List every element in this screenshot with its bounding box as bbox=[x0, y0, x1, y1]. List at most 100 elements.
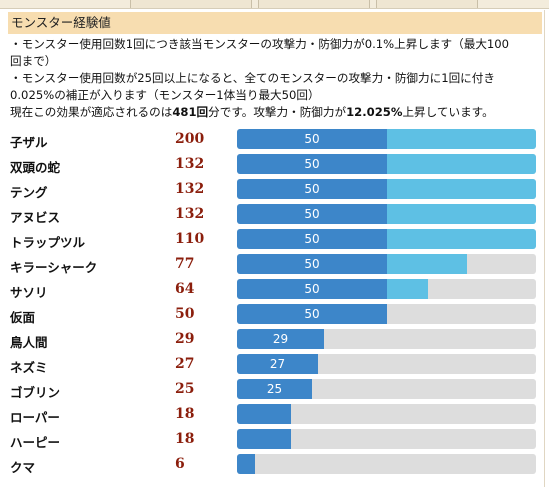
monster-name: 鳥人間 bbox=[10, 335, 48, 350]
monster-row: ローパー 18 bbox=[0, 403, 544, 428]
monster-name: 双頭の蛇 bbox=[10, 160, 61, 175]
usage-progress-bar: 50 bbox=[237, 304, 536, 324]
tab[interactable] bbox=[258, 0, 370, 8]
monster-name: クマ bbox=[10, 460, 36, 475]
monster-name: トラップツル bbox=[10, 235, 86, 250]
description-line: 0.025%の補正が入ります（モンスター1体当り最大50回） bbox=[10, 88, 320, 102]
progress-label: 50 bbox=[304, 132, 320, 146]
progress-fill-primary bbox=[237, 454, 255, 474]
monster-count: 6 bbox=[175, 456, 185, 472]
usage-progress-bar: 50 bbox=[237, 179, 536, 199]
progress-label: 50 bbox=[304, 307, 320, 321]
monster-count: 29 bbox=[175, 331, 195, 347]
usage-progress-bar bbox=[237, 454, 536, 474]
description-line: 回まで） bbox=[10, 54, 57, 68]
usage-progress-bar: 50 bbox=[237, 154, 536, 174]
usage-progress-bar: 50 bbox=[237, 279, 536, 299]
monster-count: 77 bbox=[175, 256, 195, 272]
progress-fill-primary bbox=[237, 404, 291, 424]
effect-text: 現在この効果が適応されるのは bbox=[10, 105, 173, 119]
monster-name: テング bbox=[10, 185, 48, 200]
monster-row: 子ザル 200 50 bbox=[0, 128, 544, 153]
monster-count: 110 bbox=[175, 231, 205, 247]
progress-label: 50 bbox=[304, 182, 320, 196]
top-tab-strip bbox=[0, 0, 549, 9]
monster-count: 132 bbox=[175, 181, 205, 197]
progress-fill-primary bbox=[237, 329, 324, 349]
monster-count: 25 bbox=[175, 381, 195, 397]
progress-label: 50 bbox=[304, 282, 320, 296]
monster-row: ネズミ 27 27 bbox=[0, 353, 544, 378]
progress-fill-secondary bbox=[387, 179, 536, 199]
monster-name: アヌビス bbox=[10, 210, 61, 225]
usage-progress-bar: 50 bbox=[237, 229, 536, 249]
monster-row: 仮面 50 50 bbox=[0, 303, 544, 328]
description-line: ・モンスター使用回数1回につき該当モンスターの攻撃力・防御力が0.1%上昇します… bbox=[10, 37, 510, 51]
tab[interactable] bbox=[376, 0, 478, 8]
usage-progress-bar: 50 bbox=[237, 254, 536, 274]
monster-row: クマ 6 bbox=[0, 453, 544, 478]
monster-row: トラップツル 110 50 bbox=[0, 228, 544, 253]
monster-name: ネズミ bbox=[10, 360, 48, 375]
monster-row: ゴブリン 25 25 bbox=[0, 378, 544, 403]
effect-percent: 12.025% bbox=[346, 105, 403, 119]
monster-row: テング 132 50 bbox=[0, 178, 544, 203]
progress-fill-primary bbox=[237, 279, 387, 299]
monster-count: 50 bbox=[175, 306, 195, 322]
progress-fill-primary bbox=[237, 204, 387, 224]
usage-progress-bar bbox=[237, 404, 536, 424]
monster-name: ハーピー bbox=[10, 435, 61, 450]
progress-fill-secondary bbox=[387, 204, 536, 224]
usage-progress-bar: 27 bbox=[237, 354, 536, 374]
monster-name: ゴブリン bbox=[10, 385, 61, 400]
description-line: ・モンスター使用回数が25回以上になると、全てのモンスターの攻撃力・防御力に1回… bbox=[10, 71, 495, 85]
progress-fill-primary bbox=[237, 379, 312, 399]
monster-count: 18 bbox=[175, 431, 195, 447]
progress-fill-primary bbox=[237, 179, 387, 199]
monster-row: ハーピー 18 bbox=[0, 428, 544, 453]
progress-label: 50 bbox=[304, 232, 320, 246]
progress-fill-secondary bbox=[387, 229, 536, 249]
progress-fill-primary bbox=[237, 229, 387, 249]
progress-fill-primary bbox=[237, 429, 291, 449]
progress-fill-secondary bbox=[387, 154, 536, 174]
monster-row: 鳥人間 29 29 bbox=[0, 328, 544, 353]
monster-name: キラーシャーク bbox=[10, 260, 98, 275]
usage-progress-bar: 25 bbox=[237, 379, 536, 399]
description: ・モンスター使用回数1回につき該当モンスターの攻撃力・防御力が0.1%上昇します… bbox=[10, 36, 542, 121]
progress-fill-secondary bbox=[387, 129, 536, 149]
effect-count: 481回 bbox=[172, 105, 209, 119]
monster-name: サソリ bbox=[10, 285, 48, 300]
tab[interactable] bbox=[130, 0, 252, 8]
monster-count: 27 bbox=[175, 356, 195, 372]
panel-title: モンスター経験値 bbox=[8, 12, 542, 34]
progress-fill-secondary bbox=[387, 254, 467, 274]
progress-label: 25 bbox=[266, 382, 283, 396]
progress-fill-secondary bbox=[387, 279, 428, 299]
monster-row: キラーシャーク 77 50 bbox=[0, 253, 544, 278]
usage-progress-bar bbox=[237, 429, 536, 449]
progress-fill-primary bbox=[237, 129, 387, 149]
monster-name: 子ザル bbox=[10, 135, 48, 150]
progress-fill-primary bbox=[237, 154, 387, 174]
monster-experience-panel: モンスター経験値 ・モンスター使用回数1回につき該当モンスターの攻撃力・防御力が… bbox=[0, 10, 545, 487]
monster-count: 64 bbox=[175, 281, 195, 297]
progress-fill-primary bbox=[237, 254, 387, 274]
progress-fill-primary bbox=[237, 354, 318, 374]
monster-count: 18 bbox=[175, 406, 195, 422]
progress-label: 50 bbox=[304, 157, 320, 171]
monster-count: 132 bbox=[175, 206, 205, 222]
monster-row: サソリ 64 50 bbox=[0, 278, 544, 303]
progress-label: 50 bbox=[304, 207, 320, 221]
usage-progress-bar: 50 bbox=[237, 129, 536, 149]
monster-count: 132 bbox=[175, 156, 205, 172]
usage-progress-bar: 29 bbox=[237, 329, 536, 349]
monster-row: アヌビス 132 50 bbox=[0, 203, 544, 228]
progress-label: 29 bbox=[272, 332, 289, 346]
effect-text: 上昇しています。 bbox=[402, 105, 494, 119]
progress-label: 27 bbox=[269, 357, 286, 371]
monster-name: ローパー bbox=[10, 410, 60, 425]
progress-fill-primary bbox=[237, 304, 387, 324]
progress-label: 50 bbox=[304, 257, 320, 271]
effect-text: 分です。攻撃力・防御力が bbox=[208, 105, 347, 119]
